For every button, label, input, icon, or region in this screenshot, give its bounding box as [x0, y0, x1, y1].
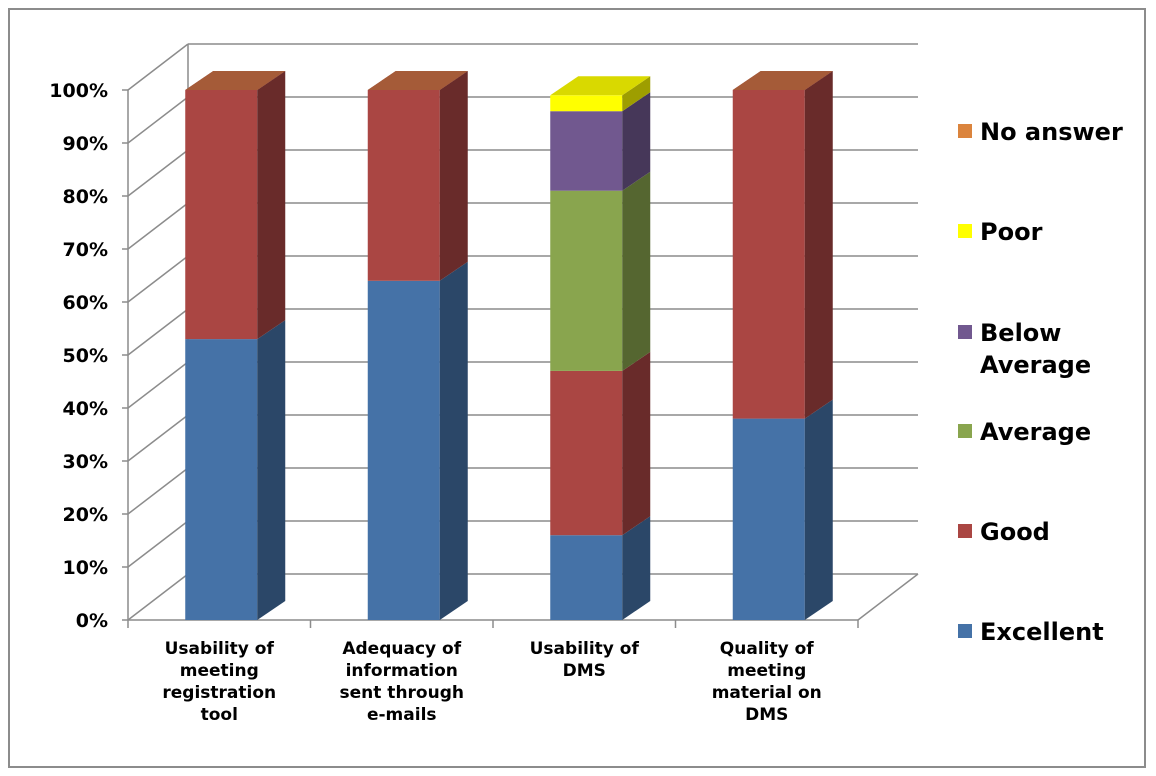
bar-segment-front: [185, 339, 258, 620]
bar-segment-side: [257, 320, 286, 620]
x-category-label: registration: [162, 683, 276, 703]
bar-cap: [185, 71, 286, 90]
legend-label: Average: [980, 351, 1091, 379]
y-tick-label: 20%: [63, 504, 108, 526]
bar-segment-side: [622, 76, 651, 112]
x-category-label: Usability of: [165, 639, 275, 659]
floor-edge: [857, 573, 919, 621]
bar-top: [550, 76, 651, 96]
legend-swatch: [958, 124, 972, 138]
x-category-label: material on: [712, 683, 822, 703]
y-tick-label: 80%: [63, 186, 108, 208]
gridline-side: [127, 308, 189, 356]
x-category-label: Usability of: [530, 639, 640, 659]
bar-segment-side: [622, 92, 651, 191]
y-tick-label: 30%: [63, 451, 108, 473]
legend-label: Good: [980, 518, 1050, 546]
x-category-label: DMS: [563, 661, 606, 681]
bar-segment-side: [257, 71, 286, 340]
y-tick-label: 60%: [63, 292, 108, 314]
gridline-side: [127, 361, 189, 409]
bar-segment-front: [550, 111, 623, 191]
legend-label: Excellent: [980, 618, 1104, 646]
gridline-side: [127, 202, 189, 250]
bar-segment-side: [622, 516, 651, 620]
x-category-label: meeting: [180, 661, 259, 681]
legend-label: Below: [980, 319, 1061, 347]
gridline-side: [127, 573, 189, 621]
bar-segment-side: [439, 71, 468, 281]
bar-segment-front: [550, 370, 623, 536]
legend-label: No answer: [980, 118, 1123, 146]
legend-swatch: [958, 424, 972, 438]
gridline-side: [127, 467, 189, 515]
bar-segment-front: [367, 90, 440, 281]
x-category-label: Quality of: [720, 639, 814, 659]
x-category-label: sent through: [340, 683, 464, 703]
legend-swatch: [958, 624, 972, 638]
bar-segment-front: [732, 90, 805, 419]
bar-segment-side: [622, 171, 651, 371]
bar-segment-front: [550, 535, 623, 620]
bar-segment-front: [732, 418, 805, 620]
x-category-label: tool: [201, 705, 238, 725]
y-tick-label: 90%: [63, 133, 108, 155]
bar-segment-side: [804, 71, 833, 419]
y-tick-label: 70%: [63, 239, 108, 261]
bar-segment-front: [185, 90, 258, 340]
gridline-side: [127, 520, 189, 568]
bar-segment-front: [550, 95, 623, 112]
gridline-side: [127, 149, 189, 197]
bar-cap: [732, 71, 833, 90]
bar-cap: [367, 71, 468, 90]
gridline-side: [127, 255, 189, 303]
bar-segment-side: [439, 261, 468, 620]
y-tick-label: 40%: [63, 398, 108, 420]
bar-segment-side: [622, 351, 651, 536]
gridline-side: [127, 43, 189, 91]
y-tick-label: 0%: [76, 610, 108, 632]
x-category-label: information: [346, 661, 458, 681]
x-category-label: DMS: [745, 705, 788, 725]
legend-label: Average: [980, 418, 1091, 446]
bar-segment-front: [367, 280, 440, 620]
x-category-label: e-mails: [367, 705, 437, 725]
gridline-side: [127, 96, 189, 144]
bar-segment-front: [550, 190, 623, 371]
y-tick-label: 100%: [49, 80, 108, 102]
legend-label: Poor: [980, 218, 1043, 246]
gridline-side: [127, 414, 189, 462]
bar-segment-side: [804, 399, 833, 620]
legend-swatch: [958, 224, 972, 238]
legend-swatch: [958, 325, 972, 339]
y-tick-label: 50%: [63, 345, 108, 367]
x-category-label: Adequacy of: [342, 639, 461, 659]
legend-swatch: [958, 524, 972, 538]
y-tick-label: 10%: [63, 557, 108, 579]
x-category-label: meeting: [727, 661, 806, 681]
